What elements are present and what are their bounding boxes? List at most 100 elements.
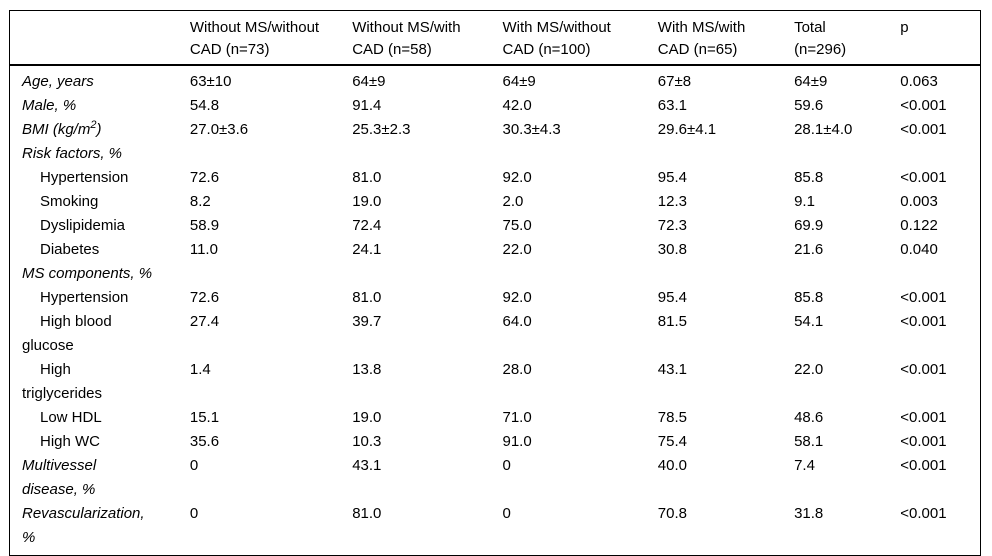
cell-value: 0 [189, 505, 199, 522]
cell-value: 48.6 [794, 409, 824, 426]
cell-value: 75.4 [657, 433, 687, 450]
table-row: Diabetes 11.0 24.1 22.0 30.8 21.6 0.040 [10, 238, 981, 262]
row-label: Multivessel disease, % [22, 457, 97, 498]
row-label: Hypertension [40, 169, 129, 186]
cell-value: 7.4 [794, 457, 815, 474]
cell-value: 81.0 [352, 169, 382, 186]
row-label: Risk factors, % [22, 145, 123, 162]
cell-value: 27.4 [189, 313, 220, 330]
row-label: Dyslipidemia [40, 217, 126, 234]
row-label: Diabetes [40, 241, 100, 258]
table-row: High triglycerides 1.4 13.8 28.0 43.1 22.0 <0.0… [10, 358, 981, 406]
cell-value: 42.0 [502, 97, 532, 114]
cell-value: 58.9 [189, 217, 220, 234]
cell-value: 43.1 [352, 457, 382, 474]
cell-value [794, 262, 900, 286]
cell-value [502, 262, 657, 286]
cell-value: 2.0 [502, 193, 524, 210]
cell-value: 28.0 [502, 361, 532, 378]
cell-value: 0 [502, 505, 511, 522]
cell-value: 67±8 [657, 73, 692, 90]
cell-value: 10.3 [352, 433, 382, 450]
cell-value: 8.2 [189, 193, 211, 210]
cell-value: <0.001 [900, 457, 947, 474]
row-label: Smoking [40, 193, 99, 210]
cell-value: 0 [502, 457, 511, 474]
cell-value: <0.001 [900, 169, 947, 186]
table-row: Smoking 8.2 19.0 2.0 12.3 9.1 0.003 [10, 190, 981, 214]
superscript: 2 [90, 119, 97, 131]
cell-value: 19.0 [352, 409, 382, 426]
cell-value [900, 142, 980, 166]
row-label: Revascularization,% [22, 505, 145, 546]
row-label: BMI (kg/m2) [22, 119, 102, 139]
cell-value: 63±10 [189, 73, 232, 90]
cell-value: <0.001 [900, 409, 947, 426]
cell-value: 1.4 [189, 361, 211, 378]
cell-value: 75.0 [502, 217, 532, 234]
row-label: High WC [40, 433, 101, 450]
cell-value: 24.1 [352, 241, 382, 258]
cell-value [794, 142, 900, 166]
row-label: Hypertension [40, 289, 129, 306]
cell-value: 58.1 [794, 433, 824, 450]
row-label: Age, years [22, 73, 94, 90]
cell-value: 91.4 [352, 97, 382, 114]
table-row: BMI (kg/m2) 27.0±3.6 25.3±2.3 30.3±4.3 29.6±… [10, 118, 981, 142]
cell-value: 35.6 [189, 433, 220, 450]
row-label: High triglycerides [22, 361, 103, 402]
cell-value: 12.3 [657, 193, 687, 210]
cell-value: <0.001 [900, 361, 947, 378]
cell-value: 54.1 [794, 313, 824, 330]
cell-value: <0.001 [900, 505, 947, 522]
cell-value: 85.8 [794, 169, 824, 186]
cell-value: 0.040 [900, 241, 938, 258]
cell-value: 95.4 [657, 289, 687, 306]
cell-value: 72.4 [352, 217, 382, 234]
column-header: p [900, 19, 909, 36]
table-row: High WC 35.6 10.3 91.0 75.4 58.1 <0.001 [10, 430, 981, 454]
cell-value: 72.6 [189, 169, 220, 186]
cell-value: 31.8 [794, 505, 824, 522]
cell-value: <0.001 [900, 121, 947, 138]
cell-value: 30.8 [657, 241, 687, 258]
cell-value: 30.3±4.3 [502, 121, 561, 138]
cell-value: 64.0 [502, 313, 532, 330]
cell-value [658, 142, 794, 166]
cell-value: 64±9 [794, 73, 828, 90]
cell-value: <0.001 [900, 97, 947, 114]
table-row: MS components, % [10, 262, 981, 286]
cell-value: 91.0 [502, 433, 532, 450]
cell-value: 27.0±3.6 [189, 121, 249, 138]
row-label: Low HDL [40, 409, 102, 426]
cell-value: 78.5 [657, 409, 687, 426]
column-header: Total (n=296) [794, 19, 847, 58]
table-row: Hypertension 72.6 81.0 92.0 95.4 85.8 <0.001 [10, 286, 981, 310]
cell-value: 13.8 [352, 361, 382, 378]
cell-value: 59.6 [794, 97, 824, 114]
cell-value: 92.0 [502, 169, 532, 186]
column-header: Without MS/with CAD (n=58) [352, 19, 461, 58]
cell-value: 0.063 [900, 73, 938, 90]
cell-value: 29.6±4.1 [657, 121, 717, 138]
cell-value: 69.9 [794, 217, 824, 234]
row-label: High blood glucose [22, 313, 112, 354]
cell-value: 0.122 [900, 217, 938, 234]
cell-value: 70.8 [657, 505, 687, 522]
cell-value: 72.6 [189, 289, 220, 306]
table-row: Risk factors, % [10, 142, 981, 166]
cell-value: 11.0 [189, 241, 218, 258]
table-row: Male, % 54.8 91.4 42.0 63.1 59.6 <0.001 [10, 94, 981, 118]
cell-value: 54.8 [189, 97, 220, 114]
row-label: Male, % [22, 97, 77, 114]
cell-value: 39.7 [352, 313, 382, 330]
cell-value: 19.0 [352, 193, 382, 210]
cell-value: 15.1 [189, 409, 220, 426]
table-row: Low HDL 15.1 19.0 71.0 78.5 48.6 <0.001 [10, 406, 981, 430]
cell-value: 9.1 [794, 193, 815, 210]
cell-value: 64±9 [352, 73, 386, 90]
cell-value: 64±9 [502, 73, 536, 90]
cell-value: 71.0 [502, 409, 532, 426]
cell-value: <0.001 [900, 313, 947, 330]
column-header: With MS/without CAD (n=100) [502, 19, 611, 58]
